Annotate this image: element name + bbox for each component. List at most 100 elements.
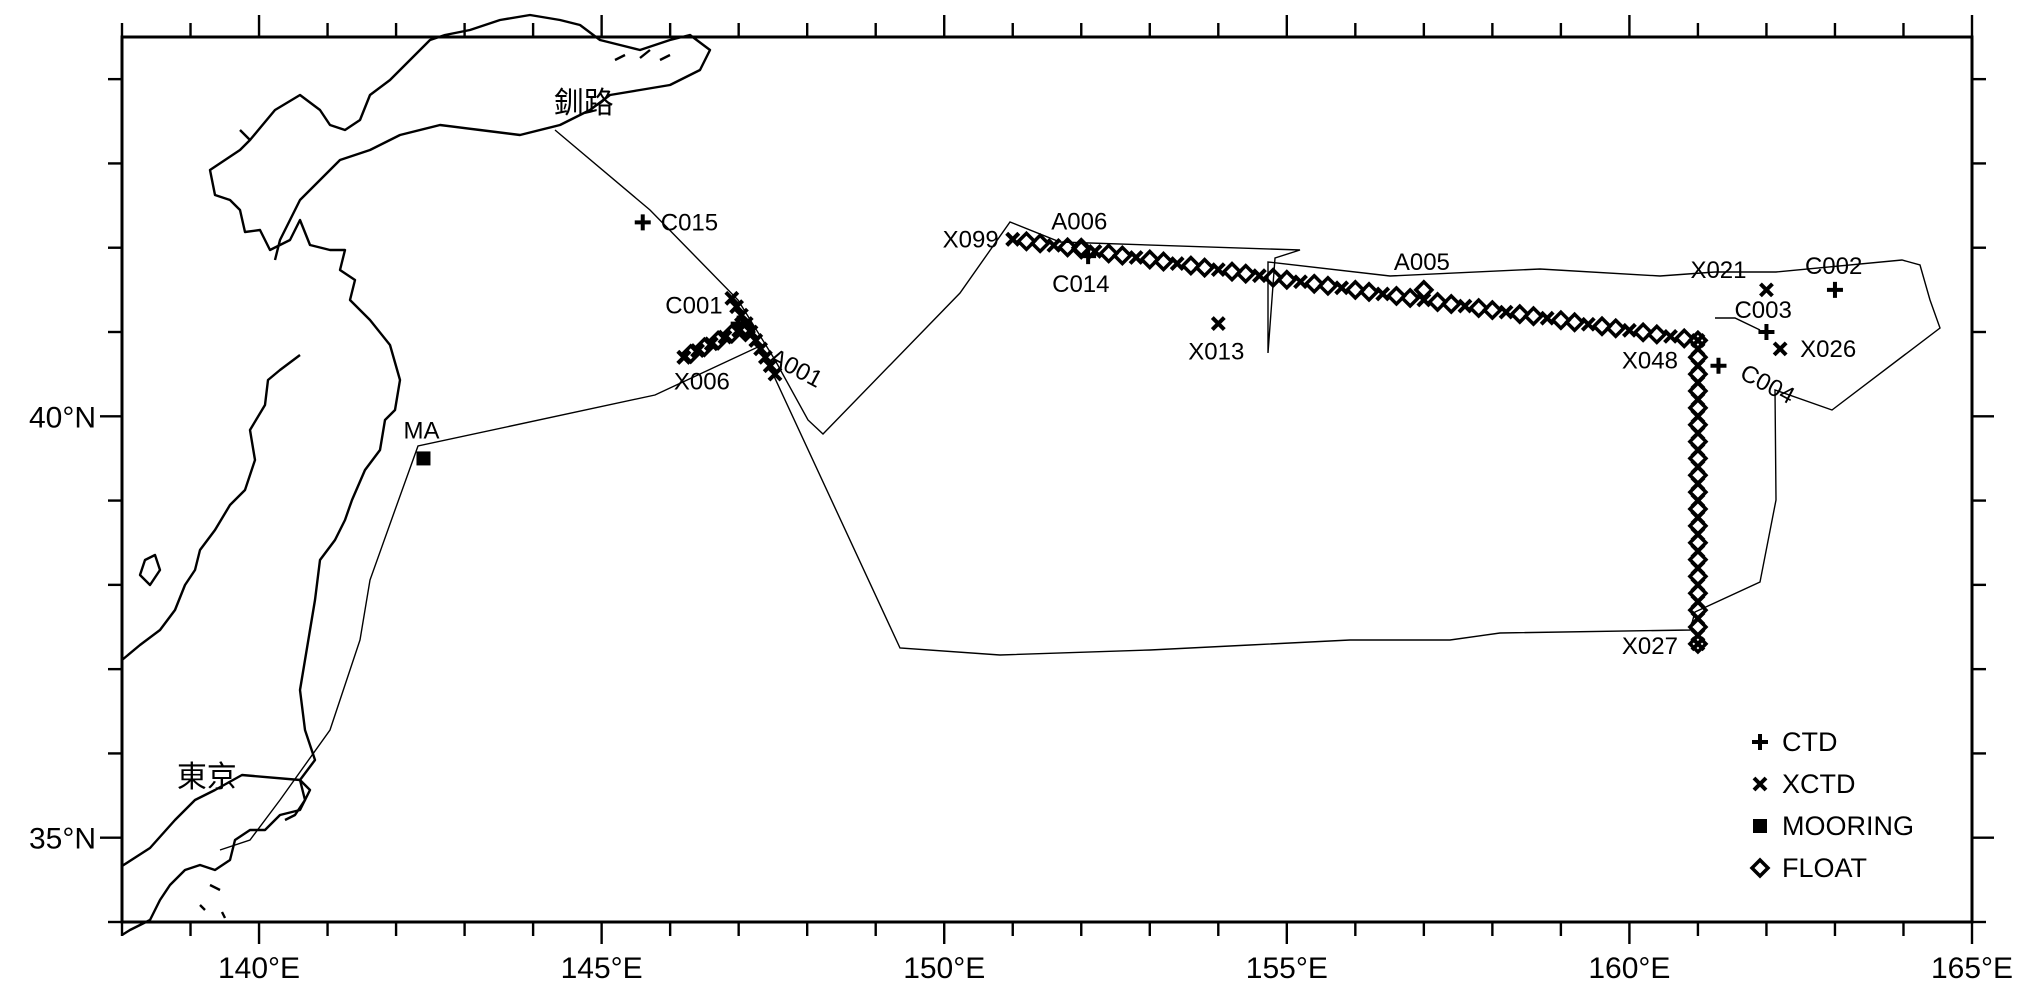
station-label: X026 bbox=[1800, 336, 1856, 363]
xctd-marker bbox=[676, 349, 692, 365]
station-label: C014 bbox=[1052, 271, 1109, 298]
float-marker bbox=[1632, 321, 1654, 343]
station-label: X048 bbox=[1622, 347, 1678, 374]
lon-tick-label: 145°E bbox=[561, 952, 643, 982]
float-marker bbox=[1221, 261, 1243, 283]
xctd-marker bbox=[1752, 776, 1768, 792]
xctd-marker bbox=[1293, 274, 1308, 290]
float-marker bbox=[1344, 279, 1366, 301]
xctd-marker bbox=[1759, 282, 1774, 298]
xctd-marker bbox=[767, 366, 783, 382]
float-marker bbox=[1194, 257, 1216, 279]
lon-tick-label: 140°E bbox=[218, 952, 300, 982]
legend-label: FLOAT bbox=[1782, 853, 1867, 883]
float-marker bbox=[1139, 249, 1161, 270]
float-marker bbox=[1646, 323, 1668, 345]
axis-ticks bbox=[100, 15, 1994, 944]
station-label: A005 bbox=[1394, 249, 1450, 276]
xctd-marker bbox=[1169, 256, 1185, 271]
float-marker bbox=[1111, 244, 1133, 266]
ship-track bbox=[219, 129, 1941, 851]
station-label: A001 bbox=[765, 343, 827, 393]
float-marker bbox=[1605, 317, 1627, 339]
float-marker bbox=[1427, 291, 1449, 313]
float-marker bbox=[735, 321, 756, 343]
xctd-marker bbox=[1690, 333, 1706, 348]
xctd-marker bbox=[1210, 316, 1226, 331]
xctd-marker bbox=[1580, 316, 1596, 332]
float-marker bbox=[1098, 242, 1120, 264]
float-marker bbox=[1413, 279, 1435, 301]
xctd-marker bbox=[1690, 636, 1706, 652]
xctd-marker bbox=[743, 324, 759, 340]
ctd-marker bbox=[1758, 324, 1775, 340]
station-label: X027 bbox=[1622, 633, 1678, 660]
station-layer: C015 C001 A001 X006 MA X099 A006 C014 X013 A005 X0… bbox=[403, 209, 1862, 660]
station-label: X099 bbox=[943, 226, 999, 253]
ctd-marker bbox=[1080, 248, 1097, 265]
ctd-marker bbox=[1752, 734, 1768, 750]
legend: CTD XCTD MOORING FLOAT bbox=[1749, 727, 1914, 883]
station-label: C015 bbox=[661, 209, 718, 236]
coastline-izu bbox=[284, 779, 307, 822]
coastline-hokkaido bbox=[249, 13, 712, 261]
station-label: C001 bbox=[665, 293, 722, 320]
place-name: 釧路 bbox=[554, 86, 614, 121]
xctd-marker bbox=[1539, 310, 1555, 326]
legend-label: CTD bbox=[1782, 727, 1838, 757]
lat-tick-label: 35°N bbox=[29, 823, 96, 856]
lon-tick-label: 165°E bbox=[1931, 952, 2013, 982]
xctd-marker bbox=[1621, 322, 1637, 338]
xctd-marker bbox=[1005, 231, 1021, 247]
ctd-marker bbox=[1710, 357, 1727, 374]
float-marker bbox=[1262, 267, 1284, 289]
float-marker bbox=[1591, 315, 1613, 337]
station-label: C002 bbox=[1805, 253, 1862, 280]
float-marker bbox=[1029, 232, 1051, 254]
xctd-marker bbox=[753, 341, 769, 357]
float-marker bbox=[1440, 293, 1462, 315]
coastline-sado bbox=[138, 553, 162, 587]
xctd-marker bbox=[1251, 268, 1267, 284]
ctd-marker bbox=[634, 214, 651, 231]
coastline-honshu-west bbox=[121, 354, 301, 661]
axis-tick-labels: 140°E 145°E 150°E 155°E 160°E 165°E 40°N 35°N bbox=[29, 401, 2013, 982]
mooring-marker bbox=[1753, 819, 1767, 833]
station-label: X021 bbox=[1690, 257, 1746, 284]
float-marker bbox=[1468, 297, 1490, 319]
float-marker bbox=[1385, 285, 1407, 307]
map-frame bbox=[120, 35, 1974, 924]
float-marker bbox=[1358, 281, 1380, 303]
lon-tick-label: 155°E bbox=[1246, 952, 1328, 982]
ship-track-layer bbox=[219, 129, 1941, 851]
coastline-honshu-east bbox=[121, 129, 402, 868]
legend-label: XCTD bbox=[1782, 769, 1856, 799]
float-marker bbox=[1057, 236, 1079, 258]
float-marker bbox=[1509, 303, 1531, 325]
float-marker bbox=[1523, 305, 1544, 327]
ship-track-east-loop bbox=[1715, 317, 1761, 331]
xctd-marker bbox=[1334, 280, 1350, 296]
xctd-marker bbox=[748, 333, 764, 348]
xctd-marker bbox=[1498, 304, 1514, 320]
float-marker bbox=[1180, 255, 1202, 277]
xctd-marker bbox=[1375, 286, 1391, 302]
xctd-marker bbox=[729, 299, 745, 315]
lat-tick-label: 40°N bbox=[29, 401, 96, 434]
lon-tick-label: 160°E bbox=[1588, 952, 1670, 982]
xctd-marker bbox=[1210, 262, 1226, 278]
coastline-kanto bbox=[121, 779, 312, 937]
xctd-marker bbox=[724, 290, 740, 306]
xctd-marker bbox=[1663, 328, 1678, 344]
station-label: C003 bbox=[1734, 297, 1791, 324]
lon-tick-label: 150°E bbox=[903, 952, 985, 982]
float-marker bbox=[1399, 287, 1421, 309]
xctd-marker bbox=[762, 358, 778, 374]
station-label: X013 bbox=[1188, 339, 1244, 366]
xctd-marker bbox=[1046, 237, 1062, 253]
float-marker bbox=[1276, 269, 1298, 291]
station-label: MA bbox=[403, 417, 439, 444]
float-marker bbox=[1564, 311, 1586, 333]
